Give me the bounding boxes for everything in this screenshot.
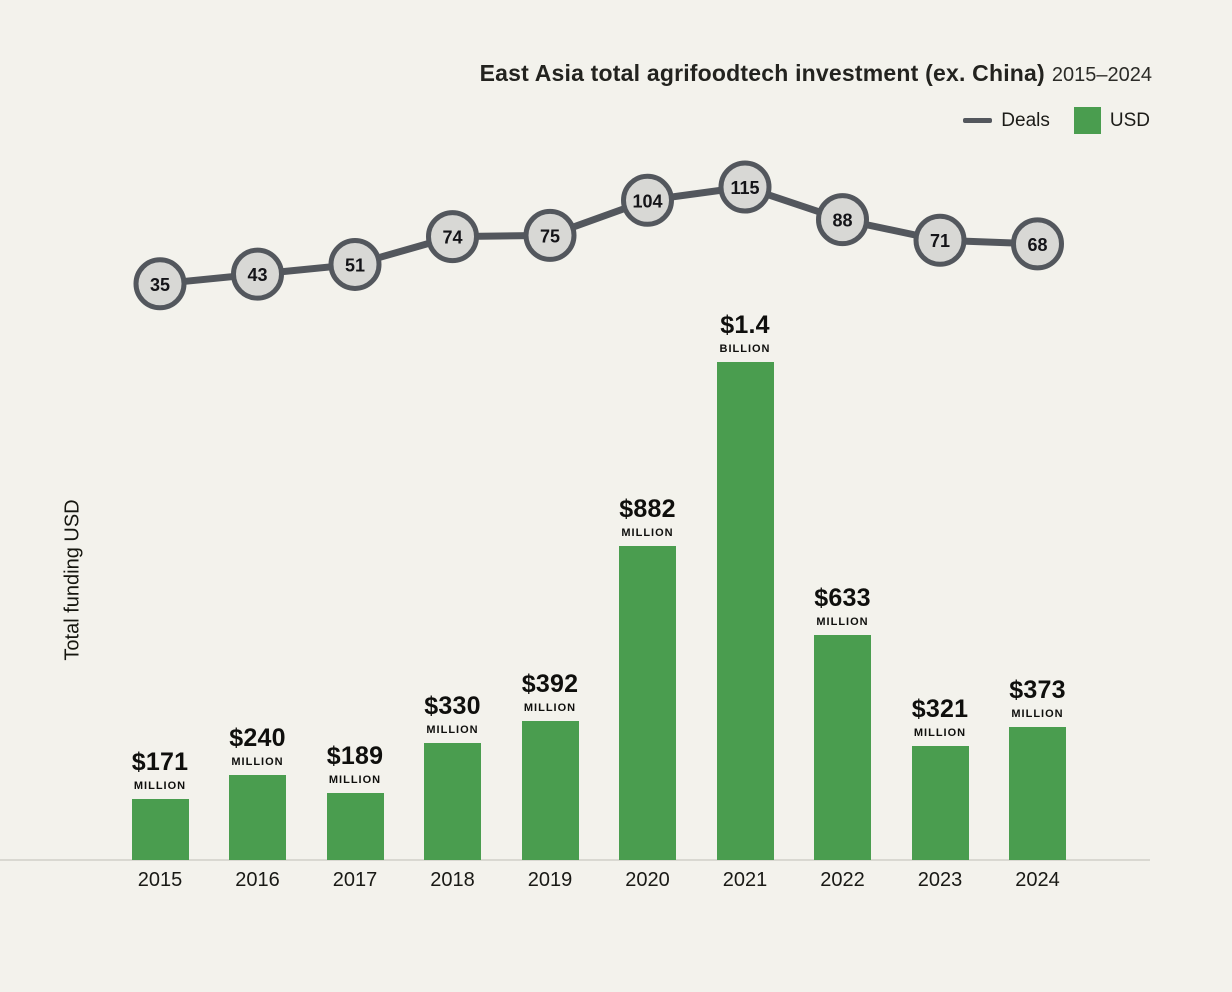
legend-usd-label: USD (1109, 109, 1150, 131)
x-axis-tick-label-2020: 2020 (625, 869, 670, 891)
legend: Deals USD (963, 107, 1150, 134)
legend-item-deals: Deals (963, 110, 1050, 132)
deals-value-2019: 75 (540, 226, 560, 246)
chart-title: East Asia total agrifoodtech investment … (479, 60, 1045, 86)
bar-value: $392 (521, 670, 579, 698)
deals-marker-2023 (913, 213, 967, 267)
bar-unit: MILLION (328, 774, 382, 786)
bar-value: $882 (619, 495, 676, 523)
x-axis-tick-label-2022: 2022 (820, 869, 865, 891)
deals-value-2015: 35 (150, 275, 170, 295)
usd-bar-2017 (326, 793, 384, 860)
bar-value-label-2024: $373 MILLION (1009, 678, 1065, 720)
deals-marker-2018 (426, 210, 479, 264)
usd-bar-2022 (814, 635, 871, 860)
usd-bar-2019 (521, 721, 579, 860)
deals-marker-2020 (621, 173, 674, 227)
bar-value: $321 (911, 695, 969, 723)
deals-value-2024: 68 (1027, 235, 1047, 255)
bar-value: $373 (1009, 676, 1066, 704)
bar-value-label-2022: $633 MILLION (814, 586, 870, 628)
deals-value-2020: 104 (632, 191, 662, 211)
x-axis-tick-label-2016: 2016 (235, 869, 280, 891)
bar-value-label-2016: $240 MILLION (229, 726, 285, 768)
chart-subtitle: 2015–2024 (1051, 64, 1152, 86)
bar-value: $330 (424, 692, 481, 720)
bar-unit: MILLION (133, 780, 187, 792)
deals-marker-2024 (1011, 217, 1064, 271)
legend-item-usd: USD (1073, 107, 1150, 134)
deals-marker-2022 (816, 193, 869, 247)
bar-unit: MILLION (913, 727, 967, 739)
x-axis-tick-label-2023: 2023 (917, 869, 963, 891)
bar-value-label-2019: $392 MILLION (522, 672, 578, 714)
bar-unit: MILLION (816, 616, 869, 628)
bar-unit: MILLION (231, 756, 284, 768)
bar-unit: MILLION (1011, 708, 1064, 720)
x-axis-baseline (0, 859, 1150, 861)
bar-value-label-2021: $1.4 BILLION (720, 313, 771, 355)
bar-unit: MILLION (426, 724, 479, 736)
deals-line-swatch-icon (963, 118, 993, 123)
deals-value-2022: 88 (832, 211, 852, 231)
usd-bar-2018 (424, 743, 481, 860)
bar-value-label-2017: $189 MILLION (327, 744, 383, 786)
usd-bar-2015 (131, 799, 189, 860)
deals-line (159, 183, 1038, 288)
bar-unit: BILLION (719, 343, 771, 355)
bar-value: $633 (814, 584, 871, 612)
bar-value: $189 (326, 742, 384, 770)
usd-bar-2023 (911, 746, 969, 860)
usd-bar-2020 (619, 546, 676, 860)
bar-value: $1.4 (720, 311, 770, 339)
usd-bar-2021 (716, 362, 774, 860)
legend-deals-label: Deals (1001, 109, 1050, 131)
x-axis-tick-label-2018: 2018 (430, 869, 475, 891)
deals-value-2021: 115 (730, 178, 759, 198)
deals-marker-2017 (328, 237, 382, 291)
x-axis-tick-label-2017: 2017 (332, 869, 378, 891)
x-axis-tick-label-2019: 2019 (527, 869, 573, 891)
bar-unit: MILLION (523, 702, 577, 714)
deals-value-2018: 74 (442, 228, 462, 248)
bar-value: $240 (229, 724, 286, 752)
deals-value-2023: 71 (930, 231, 950, 251)
bar-value-label-2023: $321 MILLION (912, 697, 968, 739)
x-axis-tick-label-2015: 2015 (137, 869, 183, 891)
deals-marker-2015 (133, 257, 187, 311)
bar-value-label-2020: $882 MILLION (619, 497, 675, 539)
bar-unit: MILLION (621, 527, 674, 539)
x-axis-tick-label-2021: 2021 (722, 869, 768, 891)
deals-value-2016: 43 (247, 265, 267, 285)
deals-marker-2021 (718, 160, 772, 214)
deals-marker-2016 (231, 247, 284, 301)
x-axis-tick-label-2024: 2024 (1015, 869, 1060, 891)
usd-bar-swatch-icon (1073, 107, 1101, 134)
chart-header: East Asia total agrifoodtech investment … (480, 60, 1152, 87)
bar-value-label-2015: $171 MILLION (132, 750, 188, 792)
deals-value-2017: 51 (345, 255, 365, 275)
usd-bar-2024 (1009, 727, 1066, 860)
usd-bar-2016 (229, 775, 286, 860)
deals-marker-2019 (523, 208, 577, 262)
bar-value: $171 (131, 748, 189, 776)
bar-value-label-2018: $330 MILLION (424, 694, 480, 736)
